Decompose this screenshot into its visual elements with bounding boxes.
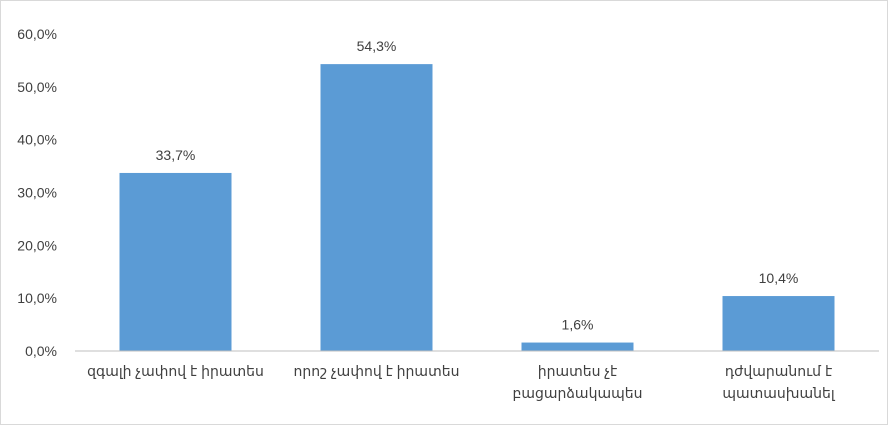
x-tick-label-line: իրատես չէ [538, 363, 618, 379]
x-tick-label-line: բացարձակապես [513, 385, 643, 401]
y-tick-label: 40,0% [17, 132, 57, 148]
bar [119, 172, 232, 351]
data-label: 33,7% [156, 147, 196, 163]
y-tick-label: 0,0% [25, 343, 57, 359]
y-tick-label: 20,0% [17, 237, 57, 253]
y-axis-ticks: 0,0% 10,0% 20,0% 30,0% 40,0% 50,0% 60,0% [17, 26, 57, 359]
y-tick-label: 10,0% [17, 290, 57, 306]
x-tick-label: իրատես չէ բացարձակապես [513, 363, 643, 401]
x-tick-label: որոշ չափով է իրատես [294, 363, 460, 379]
x-tick-label: դժվարանում է պատասխանել [722, 363, 836, 401]
category-labels: զգալի չափով է իրատես որոշ չափով է իրատես ի… [87, 363, 836, 401]
x-tick-label: զգալի չափով է իրատես [87, 363, 264, 379]
x-tick-label-line: որոշ չափով է իրատես [294, 363, 460, 379]
y-tick-label: 50,0% [17, 79, 57, 95]
data-label: 1,6% [562, 317, 594, 333]
data-label: 54,3% [357, 38, 397, 54]
x-tick-label-line: զգալի չափով է իրատես [87, 363, 264, 379]
bar [722, 296, 835, 351]
x-tick-label-line: պատասխանել [722, 385, 836, 401]
y-tick-label: 60,0% [17, 26, 57, 42]
data-label: 10,4% [759, 270, 799, 286]
bar [521, 342, 634, 351]
x-tick-label-line: դժվարանում է [725, 363, 832, 379]
bars [119, 64, 835, 352]
bar [320, 64, 433, 352]
value-labels: 33,7% 54,3% 1,6% 10,4% [156, 38, 799, 332]
y-tick-label: 30,0% [17, 185, 57, 201]
